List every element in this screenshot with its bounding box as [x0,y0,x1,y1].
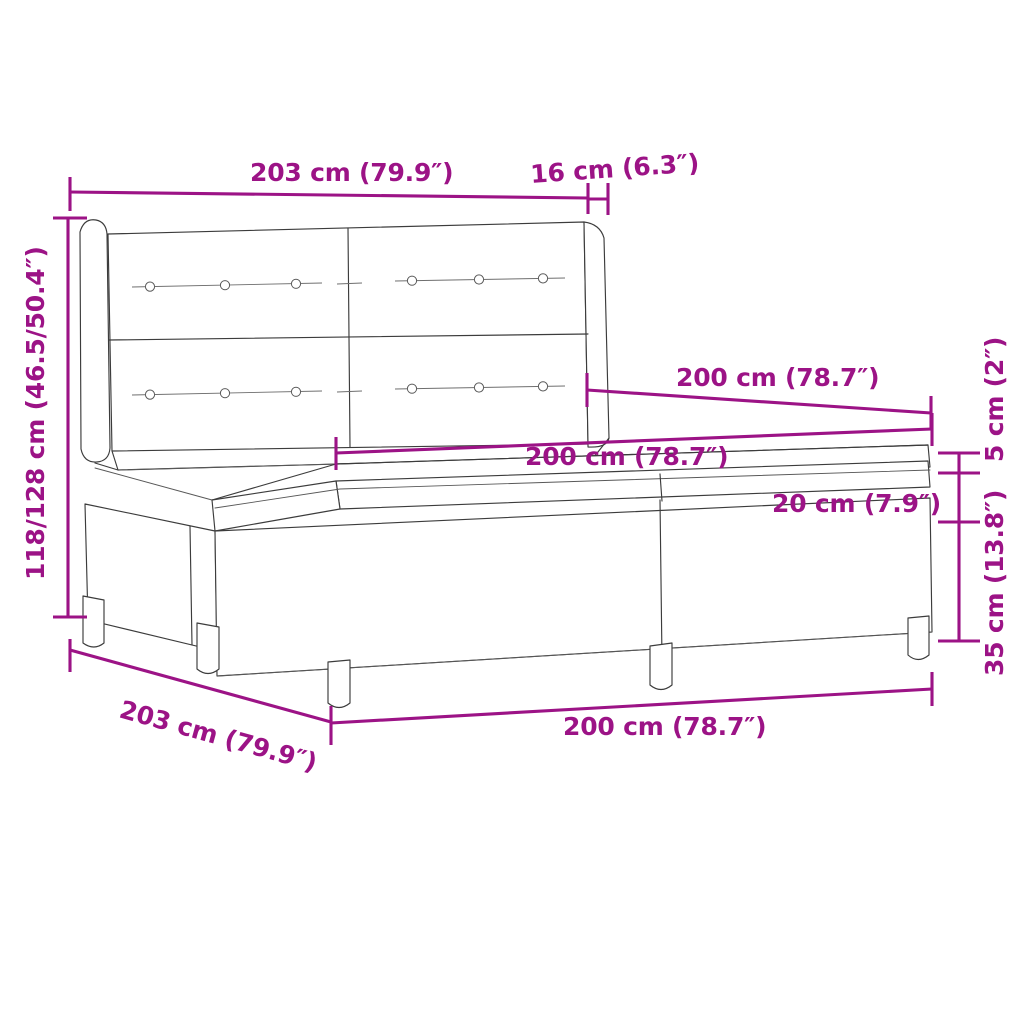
headboard-left-foot-taper [94,462,119,471]
headboard-center-seam [347,227,351,448]
dim-mattress-thickness-group: 20 cm (7.9″) [772,489,941,518]
mattress-group [211,444,931,532]
dim-label-headboard-width: 203 cm (79.9″) [250,158,453,187]
base-front-face [214,497,933,677]
dim-label-base-width: 200 cm (78.7″) [563,712,766,741]
tuft-button [144,389,156,400]
dim-label-mattress-thickness: 20 cm (7.9″) [772,489,941,518]
tuft-button [473,382,485,393]
tuft-button [219,388,231,399]
dim-label-headboard-thickness: 16 cm (6.3″) [529,148,700,189]
base-left-seam [189,525,193,646]
tuft-button [537,381,549,392]
tuft-button [219,280,231,291]
dim-right-group: 5 cm (2″) 35 cm (13.8″) [938,337,1009,676]
tuft-button [290,386,302,397]
mattress-back-edge [335,444,929,465]
leg-mid-left [196,622,220,675]
legs-group [82,595,930,709]
leg-front-center [649,642,673,691]
tuft-button [406,275,418,286]
leg-front-right [907,615,930,661]
dim-label-total-height: 118/128 cm (46.5/50.4″) [21,246,50,580]
dim-mattress-length-group: 200 cm (78.7″) [334,413,934,471]
dim-left-group: 118/128 cm (46.5/50.4″) [21,216,87,619]
tuft-button [537,273,549,284]
dim-label-base-depth: 203 cm (79.9″) [116,695,320,777]
tuft-row-lower-right [394,381,566,394]
dim-label-topper-thickness: 5 cm (2″) [980,337,1009,462]
headboard-left-diagonal [94,467,213,501]
mattress-split-seam [659,473,663,502]
dim-line-mattress-length [335,427,933,455]
dim-line-base-depth [69,648,332,724]
tuft-button [473,274,485,285]
tuft-row-lower-left [131,386,323,400]
leg-back-left [82,595,105,648]
dim-bedlength-group: 200 cm (78.7″) [585,363,933,430]
headboard-left-wing [79,219,111,463]
center-seam-nib-lower [336,390,363,393]
tuft-row-upper-right [394,273,566,286]
tuft-button [406,383,418,394]
dim-line-headboard-width [69,190,588,200]
mattress-piping-upper [214,469,931,509]
center-seam-nib-upper [336,282,363,285]
headboard-group [79,219,610,501]
dim-label-mattress-length: 200 cm (78.7″) [525,442,728,471]
dim-line-bed-length [586,388,932,415]
tuft-button [144,281,156,292]
tuft-button [290,278,302,289]
tuft-row-upper-left [131,278,323,292]
dim-label-bed-length: 200 cm (78.7″) [676,363,879,392]
dim-line-base-width [330,687,933,725]
base-split-seam [659,499,663,661]
dim-top-group: 203 cm (79.9″) 16 cm (6.3″) [68,148,700,215]
dim-label-base-height: 35 cm (13.8″) [980,490,1009,676]
leg-front-left [327,659,351,709]
dim-bottom-right-group: 200 cm (78.7″) [330,672,934,741]
